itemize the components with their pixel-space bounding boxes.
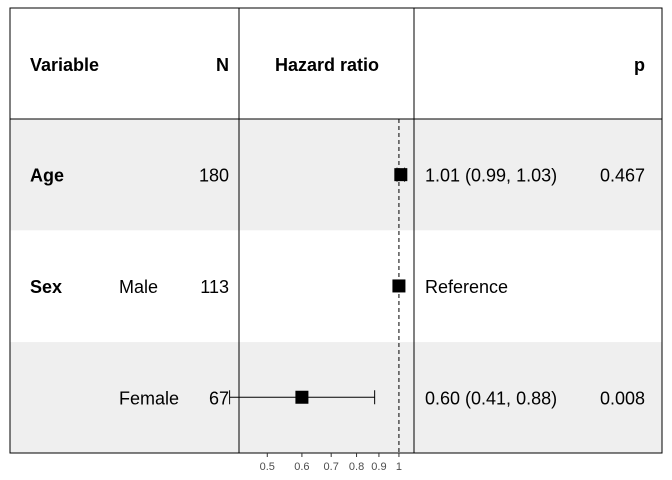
row-n: 180 <box>199 166 229 186</box>
row-n: 67 <box>209 388 229 408</box>
x-tick-label: 0.6 <box>294 461 309 473</box>
x-tick-label: 0.7 <box>324 461 339 473</box>
hazard-ratio-point <box>394 168 408 182</box>
row-p-value: 0.008 <box>600 388 645 408</box>
row-p-value: 0.467 <box>600 166 645 186</box>
hazard-ratio-point <box>295 390 309 404</box>
row-estimate: Reference <box>425 277 508 297</box>
row-estimate: 1.01 (0.99, 1.03) <box>425 166 557 186</box>
row-level: Male <box>119 277 158 297</box>
x-tick-label: 1 <box>396 461 402 473</box>
header-p: p <box>634 55 645 75</box>
x-tick-label: 0.8 <box>349 461 364 473</box>
table-row: Female 67 0.60 (0.41, 0.88) 0.008 <box>119 388 645 408</box>
plot-frame <box>9 7 663 454</box>
header-hazard-ratio: Hazard ratio <box>275 55 379 75</box>
table-row: Age 180 1.01 (0.99, 1.03) 0.467 <box>30 166 645 186</box>
header-n: N <box>216 55 229 75</box>
row-background <box>10 119 662 231</box>
row-variable: Age <box>30 166 64 186</box>
row-n: 113 <box>200 277 229 297</box>
x-tick-label: 0.9 <box>371 461 386 473</box>
hazard-ratio-point <box>392 279 406 293</box>
row-variable: Sex <box>30 277 62 297</box>
table-row: Sex Male 113 Reference <box>30 277 508 297</box>
row-estimate: 0.60 (0.41, 0.88) <box>425 388 557 408</box>
row-level: Female <box>119 388 179 408</box>
x-tick-label: 0.5 <box>260 461 275 473</box>
header-variable: Variable <box>30 55 99 75</box>
